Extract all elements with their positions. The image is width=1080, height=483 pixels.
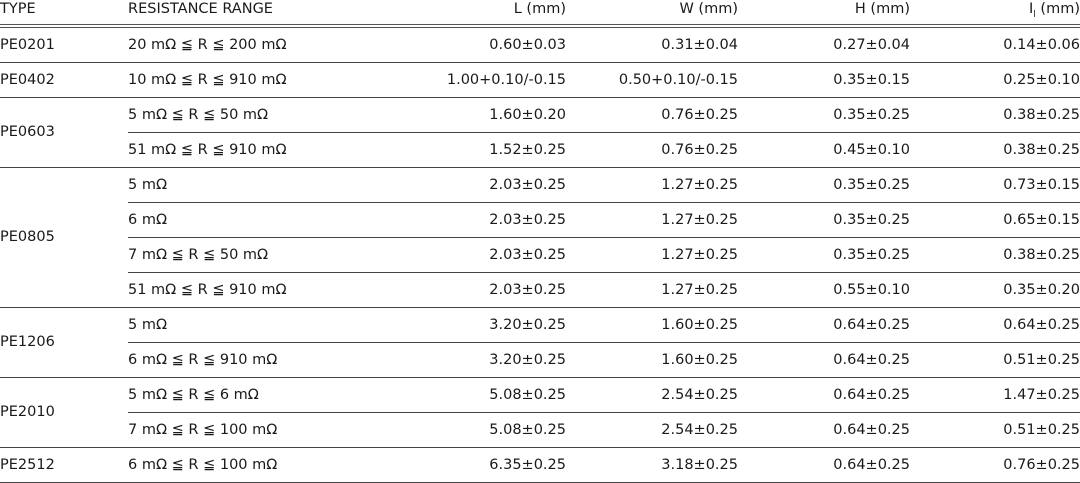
width-cell: 1.60±0.25 [566, 307, 738, 343]
resistance-range-cell: 5 mΩ [128, 167, 358, 203]
length-cell: 1.60±0.20 [358, 97, 566, 133]
height-cell: 0.45±0.10 [738, 132, 910, 168]
type-cell: PE0603 [0, 97, 128, 168]
table-row: PE1206 5 mΩ 3.20±0.25 1.60±0.25 0.64±0.25 0.6… [0, 307, 1080, 378]
table-row: PE0805 5 mΩ 2.03±0.25 1.27±0.25 0.35±0.25 0.7… [0, 167, 1080, 308]
table-row: PE2512 6 mΩ ≦ R ≦ 100 mΩ 6.35±0.25 3.18±0.2… [0, 447, 1080, 483]
width-cell: 1.27±0.25 [566, 202, 738, 238]
terminal-length-cell: 0.73±0.15 [910, 167, 1080, 203]
table-row: 7 mΩ ≦ R ≦ 100 mΩ 5.08±0.25 2.54±0.25 0.64±… [0, 412, 1080, 448]
height-cell: 0.35±0.25 [738, 97, 910, 133]
length-cell: 2.03±0.25 [358, 237, 566, 273]
type-cell: PE2010 [0, 377, 128, 448]
header-i-unit: (mm) [1035, 1, 1080, 17]
header-i-symbol: I [1029, 1, 1034, 17]
height-cell: 0.27±0.04 [738, 25, 910, 63]
terminal-length-cell: 1.47±0.25 [910, 377, 1080, 413]
length-cell: 2.03±0.25 [358, 202, 566, 238]
resistance-range-cell: 5 mΩ ≦ R ≦ 50 mΩ [128, 97, 358, 133]
terminal-length-cell: 0.51±0.25 [910, 412, 1080, 448]
terminal-length-cell: 0.65±0.15 [910, 202, 1080, 238]
header-row: TYPE RESISTANCE RANGE L (mm) W (mm) H (m… [0, 0, 1080, 28]
header-terminal-length: Il (mm) [910, 0, 1080, 28]
terminal-length-cell: 0.25±0.10 [910, 62, 1080, 98]
width-cell: 2.54±0.25 [566, 377, 738, 413]
length-cell: 2.03±0.25 [358, 272, 566, 308]
length-cell: 0.60±0.03 [358, 25, 566, 63]
resistance-range-cell: 10 mΩ ≦ R ≦ 910 mΩ [128, 62, 358, 98]
type-cell: PE2512 [0, 447, 128, 483]
table-row: 6 mΩ 2.03±0.25 1.27±0.25 0.35±0.25 0.65±0.15 [0, 202, 1080, 238]
width-cell: 0.76±0.25 [566, 132, 738, 168]
terminal-length-cell: 0.76±0.25 [910, 447, 1080, 483]
height-cell: 0.64±0.25 [738, 412, 910, 448]
length-cell: 6.35±0.25 [358, 447, 566, 483]
width-cell: 1.60±0.25 [566, 342, 738, 378]
table-row: PE2010 5 mΩ ≦ R ≦ 6 mΩ 5.08±0.25 2.54±0.25 0… [0, 377, 1080, 448]
table-row: 6 mΩ ≦ R ≦ 910 mΩ 3.20±0.25 1.60±0.25 0.64±… [0, 342, 1080, 378]
resistance-range-cell: 51 mΩ ≦ R ≦ 910 mΩ [128, 132, 358, 168]
width-cell: 1.27±0.25 [566, 237, 738, 273]
length-cell: 3.20±0.25 [358, 307, 566, 343]
table-row: PE0603 5 mΩ ≦ R ≦ 50 mΩ 1.60±0.20 0.76±0.25… [0, 97, 1080, 168]
terminal-length-cell: 0.14±0.06 [910, 25, 1080, 63]
header-resistance-range: RESISTANCE RANGE [128, 0, 358, 28]
width-cell: 0.76±0.25 [566, 97, 738, 133]
width-cell: 0.31±0.04 [566, 25, 738, 63]
resistance-range-cell: 7 mΩ ≦ R ≦ 100 mΩ [128, 412, 358, 448]
length-cell: 5.08±0.25 [358, 377, 566, 413]
height-cell: 0.35±0.15 [738, 62, 910, 98]
resistance-range-cell: 6 mΩ ≦ R ≦ 100 mΩ [128, 447, 358, 483]
table-row: 51 mΩ ≦ R ≦ 910 mΩ 1.52±0.25 0.76±0.25 0.45… [0, 132, 1080, 168]
width-cell: 0.50+0.10/-0.15 [566, 62, 738, 98]
resistance-range-cell: 7 mΩ ≦ R ≦ 50 mΩ [128, 237, 358, 273]
resistance-range-cell: 5 mΩ ≦ R ≦ 6 mΩ [128, 377, 358, 413]
height-cell: 0.35±0.25 [738, 202, 910, 238]
terminal-length-cell: 0.38±0.25 [910, 97, 1080, 133]
resistance-range-cell: 20 mΩ ≦ R ≦ 200 mΩ [128, 25, 358, 63]
height-cell: 0.64±0.25 [738, 342, 910, 378]
resistance-range-cell: 5 mΩ [128, 307, 358, 343]
height-cell: 0.64±0.25 [738, 447, 910, 483]
height-cell: 0.55±0.10 [738, 272, 910, 308]
length-cell: 3.20±0.25 [358, 342, 566, 378]
width-cell: 2.54±0.25 [566, 412, 738, 448]
height-cell: 0.35±0.25 [738, 237, 910, 273]
type-cell: PE0805 [0, 167, 128, 308]
table-row: PE0201 20 mΩ ≦ R ≦ 200 mΩ 0.60±0.03 0.31±0.… [0, 25, 1080, 63]
type-cell: PE0201 [0, 25, 128, 63]
width-cell: 3.18±0.25 [566, 447, 738, 483]
table-row: PE0402 10 mΩ ≦ R ≦ 910 mΩ 1.00+0.10/-0.15 0… [0, 62, 1080, 98]
length-cell: 5.08±0.25 [358, 412, 566, 448]
length-cell: 2.03±0.25 [358, 167, 566, 203]
height-cell: 0.35±0.25 [738, 167, 910, 203]
terminal-length-cell: 0.38±0.25 [910, 237, 1080, 273]
resistance-range-cell: 6 mΩ ≦ R ≦ 910 mΩ [128, 342, 358, 378]
header-length: L (mm) [358, 0, 566, 28]
table-row: 51 mΩ ≦ R ≦ 910 mΩ 2.03±0.25 1.27±0.25 0.55… [0, 272, 1080, 308]
length-cell: 1.00+0.10/-0.15 [358, 62, 566, 98]
header-width: W (mm) [566, 0, 738, 28]
resistance-range-cell: 6 mΩ [128, 202, 358, 238]
height-cell: 0.64±0.25 [738, 307, 910, 343]
terminal-length-cell: 0.51±0.25 [910, 342, 1080, 378]
type-cell: PE0402 [0, 62, 128, 98]
resistance-range-cell: 51 mΩ ≦ R ≦ 910 mΩ [128, 272, 358, 308]
terminal-length-cell: 0.38±0.25 [910, 132, 1080, 168]
width-cell: 1.27±0.25 [566, 272, 738, 308]
terminal-length-cell: 0.64±0.25 [910, 307, 1080, 343]
width-cell: 1.27±0.25 [566, 167, 738, 203]
height-cell: 0.64±0.25 [738, 377, 910, 413]
header-type: TYPE [0, 0, 128, 28]
table-row: 7 mΩ ≦ R ≦ 50 mΩ 2.03±0.25 1.27±0.25 0.35±0… [0, 237, 1080, 273]
header-i-subscript: l [1033, 9, 1036, 20]
terminal-length-cell: 0.35±0.20 [910, 272, 1080, 308]
type-cell: PE1206 [0, 307, 128, 378]
header-height: H (mm) [738, 0, 910, 28]
length-cell: 1.52±0.25 [358, 132, 566, 168]
